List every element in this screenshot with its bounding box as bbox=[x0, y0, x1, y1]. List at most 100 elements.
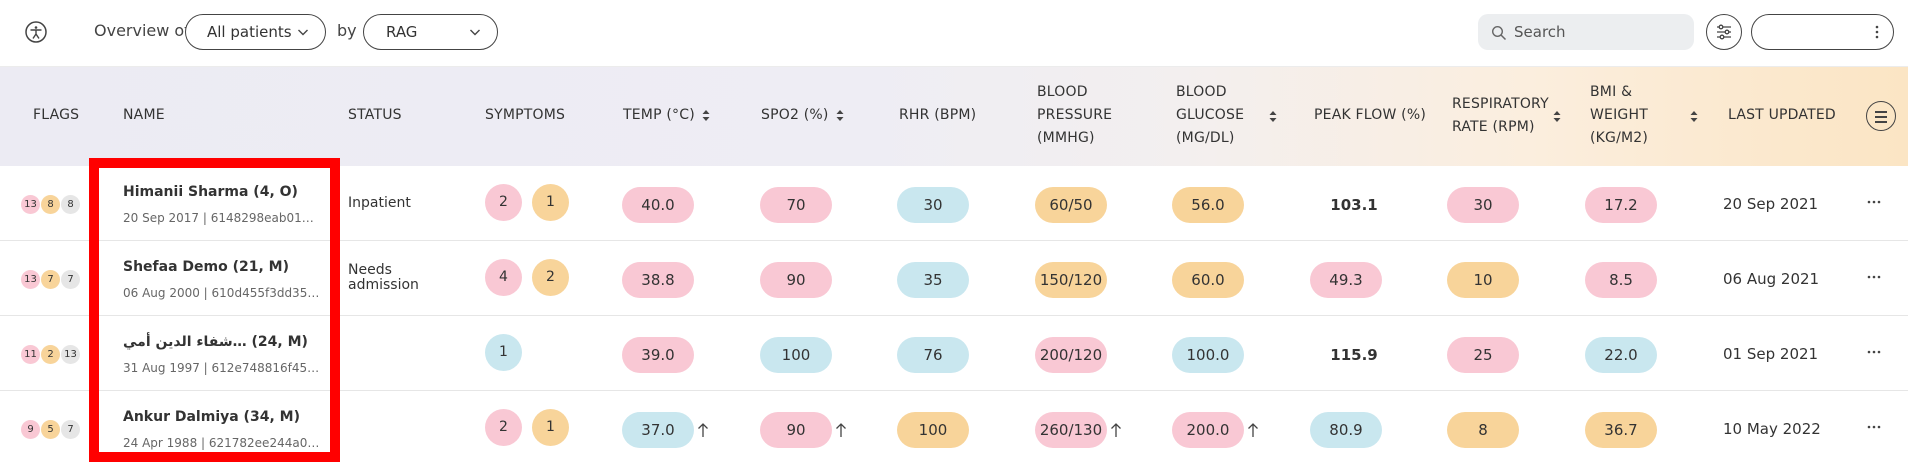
col-spo2[interactable]: SPO2 (%) bbox=[761, 104, 845, 127]
temp-value[interactable]: 37.0 bbox=[622, 412, 694, 448]
sort-icon[interactable] bbox=[1268, 110, 1278, 123]
bmi-value[interactable]: 17.2 bbox=[1585, 187, 1657, 223]
col-peak-flow[interactable]: PEAK FLOW (%) bbox=[1314, 107, 1426, 123]
col-respiratory-rate[interactable]: RESPIRATORY RATE (RPM) bbox=[1452, 93, 1549, 139]
col-bp-line3: (MMHG) bbox=[1037, 130, 1095, 146]
col-bmi-line3: (KG/M2) bbox=[1590, 130, 1649, 146]
symptom-count-amber[interactable]: 1 bbox=[532, 184, 569, 221]
peak-flow-value[interactable]: 49.3 bbox=[1310, 262, 1382, 298]
more-options-pill[interactable] bbox=[1751, 14, 1894, 50]
sort-icon[interactable] bbox=[1552, 110, 1562, 123]
status-line: Inpatient bbox=[348, 195, 411, 211]
table-row[interactable]: 11 2 13 شفاء الدين أمي… (24, M) 31 Aug 1… bbox=[0, 316, 1908, 391]
resp-rate-value[interactable]: 30 bbox=[1447, 187, 1519, 223]
resp-rate-value[interactable]: 10 bbox=[1447, 262, 1519, 298]
table-row[interactable]: 13 7 7 Shefaa Demo (21, M) 06 Aug 2000 |… bbox=[0, 241, 1908, 316]
patient-name[interactable]: Shefaa Demo (21, M) bbox=[123, 259, 290, 275]
symptom-count-amber[interactable]: 1 bbox=[532, 409, 569, 446]
patient-meta: 20 Sep 2017 | 6148298eab0174… bbox=[123, 211, 320, 225]
col-resp-line2: RATE (RPM) bbox=[1452, 119, 1535, 135]
symptom-count-red[interactable]: 2 bbox=[485, 184, 522, 221]
column-menu-button[interactable] bbox=[1866, 101, 1896, 131]
resp-rate-value[interactable]: 25 bbox=[1447, 337, 1519, 373]
more-horizontal-icon[interactable] bbox=[1864, 270, 1884, 284]
col-blood-glucose[interactable]: BLOOD GLUCOSE (MG/DL) bbox=[1176, 81, 1244, 150]
col-bmi-line1: BMI & bbox=[1590, 84, 1633, 100]
chevron-down-icon bbox=[298, 29, 308, 36]
more-horizontal-icon[interactable] bbox=[1864, 345, 1884, 359]
rhr-value[interactable]: 35 bbox=[897, 262, 969, 298]
temp-value[interactable]: 38.8 bbox=[622, 262, 694, 298]
resp-rate-value[interactable]: 8 bbox=[1447, 412, 1519, 448]
temp-value[interactable]: 39.0 bbox=[622, 337, 694, 373]
bmi-value[interactable]: 22.0 bbox=[1585, 337, 1657, 373]
glucose-value[interactable]: 60.0 bbox=[1172, 262, 1244, 298]
temp-value[interactable]: 40.0 bbox=[622, 187, 694, 223]
symptom-count-blue[interactable]: 1 bbox=[485, 334, 522, 371]
symptom-count-red[interactable]: 2 bbox=[485, 409, 522, 446]
rhr-value[interactable]: 100 bbox=[897, 412, 969, 448]
peak-flow-value[interactable]: 103.1 bbox=[1330, 196, 1378, 214]
flag-counts: 13 7 7 bbox=[21, 270, 81, 289]
patient-name[interactable]: شفاء الدين أمي… (24, M) bbox=[123, 334, 308, 350]
col-flags[interactable]: FLAGS bbox=[33, 107, 80, 123]
col-status[interactable]: STATUS bbox=[348, 107, 402, 123]
flag-green-count: 8 bbox=[61, 195, 80, 214]
rhr-value[interactable]: 30 bbox=[897, 187, 969, 223]
flag-amber-count: 2 bbox=[41, 345, 60, 364]
col-rhr[interactable]: RHR (BPM) bbox=[899, 107, 977, 123]
patients-select-value: All patients bbox=[207, 23, 292, 41]
more-horizontal-icon[interactable] bbox=[1864, 420, 1884, 434]
col-spo2-label: SPO2 (%) bbox=[761, 107, 829, 123]
more-horizontal-icon[interactable] bbox=[1864, 195, 1884, 209]
flag-red-count: 11 bbox=[21, 345, 40, 364]
arrow-up-icon bbox=[1248, 423, 1258, 437]
search-input[interactable] bbox=[1514, 14, 1684, 50]
arrow-up-icon bbox=[836, 423, 846, 437]
group-by-select[interactable]: RAG bbox=[363, 14, 498, 50]
rhr-value[interactable]: 76 bbox=[897, 337, 969, 373]
glucose-value[interactable]: 100.0 bbox=[1172, 337, 1244, 373]
symptom-count-amber[interactable]: 2 bbox=[532, 259, 569, 296]
flag-amber-count: 7 bbox=[41, 270, 60, 289]
spo2-value[interactable]: 70 bbox=[760, 187, 832, 223]
col-name[interactable]: NAME bbox=[123, 107, 165, 123]
sort-icon[interactable] bbox=[1689, 110, 1699, 123]
last-updated: 20 Sep 2021 bbox=[1723, 195, 1819, 213]
col-last-updated[interactable]: LAST UPDATED bbox=[1728, 107, 1836, 123]
spo2-value[interactable]: 100 bbox=[760, 337, 832, 373]
bp-value[interactable]: 150/120 bbox=[1035, 262, 1107, 298]
bp-value[interactable]: 60/50 bbox=[1035, 187, 1107, 223]
table-row[interactable]: 9 5 7 Ankur Dalmiya (34, M) 24 Apr 1988 … bbox=[0, 391, 1908, 466]
arrow-up-icon bbox=[698, 423, 708, 437]
col-symptoms[interactable]: SYMPTOMS bbox=[485, 107, 566, 123]
sort-icon[interactable] bbox=[835, 109, 845, 122]
col-bp-line2: PRESSURE bbox=[1037, 107, 1113, 123]
peak-flow-value[interactable]: 115.9 bbox=[1330, 346, 1378, 364]
bp-value[interactable]: 200/120 bbox=[1035, 337, 1107, 373]
col-blood-pressure[interactable]: BLOOD PRESSURE (MMHG) bbox=[1037, 81, 1112, 150]
accessibility-icon[interactable] bbox=[24, 20, 48, 44]
bmi-value[interactable]: 36.7 bbox=[1585, 412, 1657, 448]
col-bmi-weight[interactable]: BMI & WEIGHT (KG/M2) bbox=[1590, 81, 1648, 150]
patients-select[interactable]: All patients bbox=[185, 14, 326, 50]
filter-button[interactable] bbox=[1706, 14, 1742, 50]
symptom-count-red[interactable]: 4 bbox=[485, 259, 522, 296]
patient-name[interactable]: Himanii Sharma (4, O) bbox=[123, 184, 298, 200]
patient-status: Inpatient bbox=[348, 196, 411, 211]
spo2-value[interactable]: 90 bbox=[760, 262, 832, 298]
bmi-value[interactable]: 8.5 bbox=[1585, 262, 1657, 298]
flag-red-count: 13 bbox=[21, 270, 40, 289]
glucose-value[interactable]: 200.0 bbox=[1172, 412, 1244, 448]
patient-name[interactable]: Ankur Dalmiya (34, M) bbox=[123, 409, 300, 425]
bp-value[interactable]: 260/130 bbox=[1035, 412, 1107, 448]
col-resp-line1: RESPIRATORY bbox=[1452, 96, 1549, 112]
col-temp[interactable]: TEMP (°C) bbox=[623, 104, 711, 127]
table-row[interactable]: 13 8 8 Himanii Sharma (4, O) 20 Sep 2017… bbox=[0, 166, 1908, 241]
flag-amber-count: 5 bbox=[41, 420, 60, 439]
flag-green-count: 13 bbox=[61, 345, 80, 364]
spo2-value[interactable]: 90 bbox=[760, 412, 832, 448]
glucose-value[interactable]: 56.0 bbox=[1172, 187, 1244, 223]
peak-flow-value[interactable]: 80.9 bbox=[1310, 412, 1382, 448]
sort-icon[interactable] bbox=[701, 109, 711, 122]
